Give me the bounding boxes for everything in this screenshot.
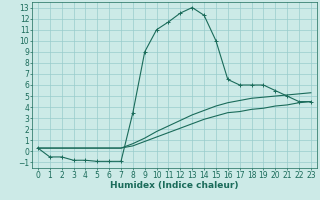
X-axis label: Humidex (Indice chaleur): Humidex (Indice chaleur) bbox=[110, 181, 239, 190]
